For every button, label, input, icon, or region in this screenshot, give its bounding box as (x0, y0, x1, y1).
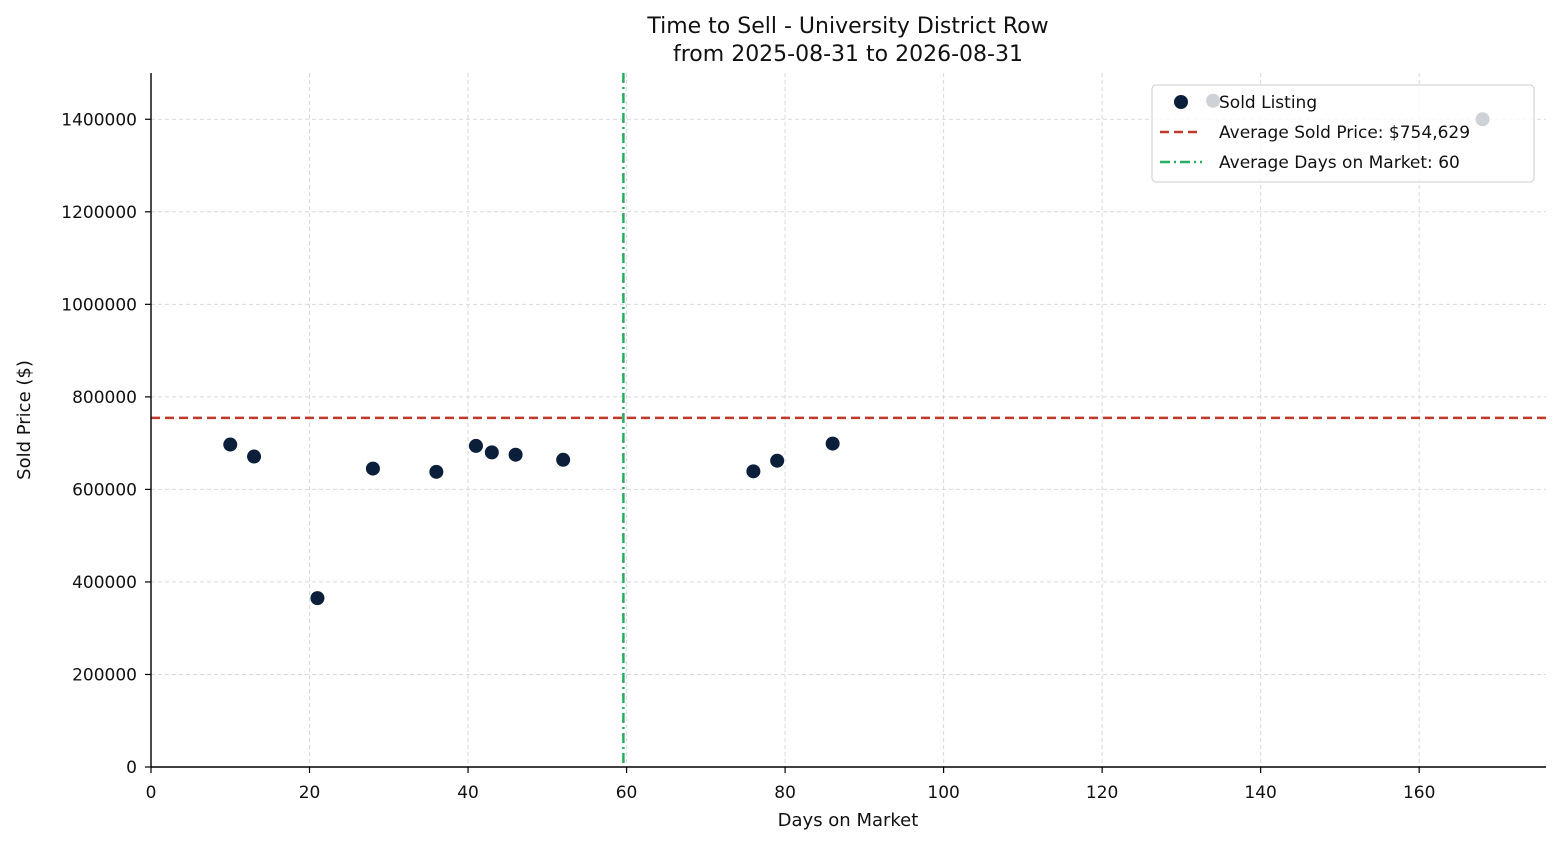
x-tick-label: 120 (1086, 783, 1118, 803)
x-tick-label: 100 (927, 783, 959, 803)
x-tick-label: 20 (299, 783, 321, 803)
x-tick-label: 0 (146, 783, 157, 803)
y-tick-label: 1200000 (61, 203, 137, 223)
x-tick-label: 80 (774, 783, 796, 803)
data-point (825, 436, 840, 451)
y-axis-label: Sold Price ($) (14, 360, 35, 480)
data-point (468, 438, 483, 453)
data-point (247, 449, 262, 464)
legend-marker-sold-listing (1174, 95, 1188, 109)
y-tick-label: 800000 (72, 388, 137, 408)
chart-title: Time to Sell - University District Row (646, 14, 1048, 39)
y-tick-label: 1000000 (61, 295, 137, 315)
x-tick-label: 40 (457, 783, 479, 803)
y-tick-label: 200000 (72, 665, 137, 685)
legend-box (1151, 84, 1535, 183)
legend: Sold Listing Average Sold Price: $754,62… (1151, 84, 1535, 183)
data-point (365, 461, 380, 476)
data-points (223, 93, 1490, 606)
y-tick-label: 0 (126, 758, 137, 778)
x-tick-label: 160 (1403, 783, 1435, 803)
data-point (429, 464, 444, 479)
data-point (310, 591, 325, 606)
y-tick-label: 600000 (72, 480, 137, 500)
data-point (746, 464, 761, 479)
data-point (508, 447, 523, 462)
data-point (556, 452, 571, 467)
y-tick-label: 1400000 (61, 110, 137, 130)
data-point (770, 453, 785, 468)
reference-lines (151, 73, 1546, 767)
axes (145, 73, 1546, 773)
y-tick-label: 400000 (72, 573, 137, 593)
legend-label-average-price: Average Sold Price: $754,629 (1219, 123, 1470, 143)
data-point (223, 437, 238, 452)
x-tick-label: 60 (616, 783, 638, 803)
tick-labels: 0 20 40 60 80 100 120 140 160 0 200000 400000 600000… (61, 110, 1435, 803)
legend-label-average-days: Average Days on Market: 60 (1219, 153, 1460, 173)
data-point (484, 445, 499, 460)
chart-subtitle: from 2025-08-31 to 2026-08-31 (673, 42, 1023, 67)
x-axis-label: Days on Market (778, 810, 919, 831)
legend-label-sold-listing: Sold Listing (1219, 93, 1317, 113)
x-tick-label: 140 (1244, 783, 1276, 803)
